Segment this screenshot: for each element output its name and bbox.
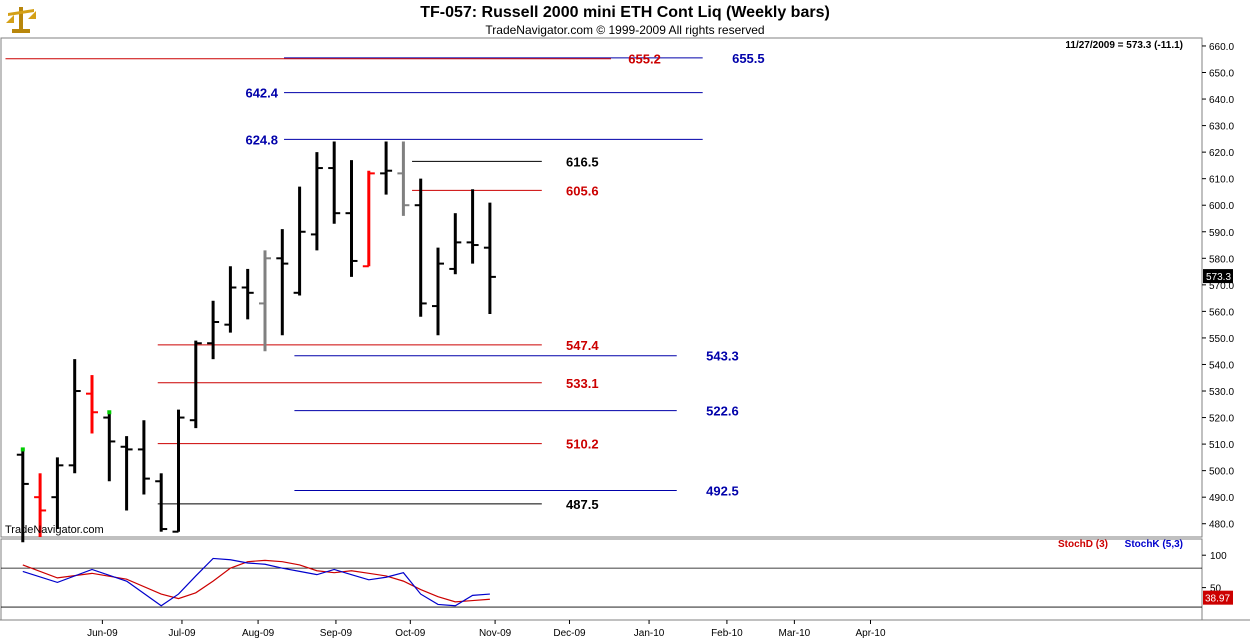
level-label: 492.5	[706, 484, 739, 499]
ohlc-bar	[328, 141, 341, 224]
level-label: 605.6	[566, 183, 599, 198]
ohlc-bar	[207, 300, 220, 360]
level-label: 510.2	[566, 437, 599, 452]
y-tick-label: 530.0	[1209, 387, 1234, 398]
ohlc-bar	[414, 178, 427, 317]
y-tick-label: 630.0	[1209, 122, 1234, 133]
y-tick-label: 490.0	[1209, 493, 1234, 504]
y-tick-label: 640.0	[1209, 95, 1234, 106]
chart-title: TF-057: Russell 2000 mini ETH Cont Liq (…	[420, 4, 830, 21]
ohlc-bar	[432, 247, 444, 336]
ohlc-bar	[380, 141, 393, 195]
y-tick-label: 510.0	[1209, 440, 1234, 451]
level-label: 543.3	[706, 349, 739, 364]
level-label: 487.5	[566, 497, 599, 512]
ohlc-bar	[68, 359, 81, 474]
ohlc-bar	[172, 409, 185, 533]
oscillator-panel-frame	[0, 538, 1203, 621]
y-tick-label: 560.0	[1209, 307, 1234, 318]
ohlc-bar	[189, 340, 202, 429]
y-tick-label: 600.0	[1209, 201, 1234, 212]
ohlc-bar	[483, 202, 496, 315]
ohlc-bar	[34, 473, 47, 537]
y-tick-label: 620.0	[1209, 148, 1234, 159]
date-readout: 11/27/2009 = 573.3 (-11.1)	[1065, 40, 1183, 51]
y-tick-label: 520.0	[1209, 414, 1234, 425]
scale-logo-icon	[6, 7, 36, 33]
x-tick-label: Jul-09	[168, 628, 196, 639]
oscillator-value-label: 38.97	[1205, 594, 1230, 605]
stoch-series-line	[22, 559, 490, 603]
x-tick-label: Jan-10	[634, 628, 665, 639]
y-tick-label: 590.0	[1209, 228, 1234, 239]
ohlc-bar	[51, 457, 64, 530]
x-tick-label: Nov-09	[479, 628, 512, 639]
stoch-series-line	[22, 557, 490, 607]
signal-marker	[107, 410, 112, 415]
last-price-box	[1203, 269, 1233, 284]
y-tick-label: 500.0	[1209, 467, 1234, 478]
chart-subtitle: TradeNavigator.com © 1999-2009 All right…	[485, 23, 765, 37]
y-tick-label: 540.0	[1209, 360, 1234, 371]
level-label: 522.6	[706, 404, 739, 419]
legend-stochd: StochD (3)	[1058, 539, 1108, 550]
y-tick-label: 650.0	[1209, 69, 1234, 80]
x-tick-label: Feb-10	[711, 628, 743, 639]
ohlc-bar	[137, 420, 150, 495]
ohlc-bar	[103, 412, 116, 482]
ohlc-bar	[310, 152, 323, 251]
ohlc-bar	[86, 375, 98, 434]
level-label: 533.1	[566, 376, 599, 391]
y-tick-label: 580.0	[1209, 254, 1234, 265]
signal-marker	[20, 447, 25, 452]
x-tick-label: Jun-09	[87, 628, 118, 639]
y-tick-label: 550.0	[1209, 334, 1234, 345]
x-tick-label: Aug-09	[242, 628, 275, 639]
y-tick-label: 480.0	[1209, 520, 1234, 531]
ohlc-bar	[276, 229, 289, 336]
watermark-text: TradeNavigator.com	[5, 524, 104, 536]
oscillator-tick-label: 50	[1210, 584, 1222, 595]
level-label: 616.5	[566, 154, 599, 169]
x-tick-label: Oct-09	[395, 628, 425, 639]
level-label: 547.4	[566, 338, 599, 353]
ohlc-bar	[16, 449, 29, 543]
ohlc-bar	[155, 473, 168, 532]
legend-stochk: StochK (5,3)	[1125, 539, 1183, 550]
ohlc-bar	[466, 189, 479, 264]
x-tick-label: Mar-10	[779, 628, 811, 639]
ohlc-bar	[449, 213, 462, 275]
ohlc-bar	[259, 250, 271, 352]
price-panel-frame	[0, 37, 1203, 538]
level-label: 655.5	[732, 51, 765, 66]
level-label: 642.4	[245, 86, 278, 101]
x-tick-label: Dec-09	[553, 628, 586, 639]
x-tick-label: Sep-09	[320, 628, 353, 639]
y-tick-label: 610.0	[1209, 175, 1234, 186]
ohlc-bar	[120, 436, 133, 511]
x-tick-label: Apr-10	[855, 628, 885, 639]
level-label: 655.2	[628, 52, 661, 67]
level-label: 624.8	[245, 132, 278, 147]
ohlc-bar	[362, 170, 375, 268]
y-tick-label: 660.0	[1209, 42, 1234, 53]
oscillator-value-box	[1203, 590, 1233, 605]
oscillator-tick-label: 100	[1210, 551, 1227, 562]
ohlc-bar	[241, 268, 254, 320]
y-tick-label: 570.0	[1209, 281, 1234, 292]
ohlc-bar	[293, 186, 306, 296]
ohlc-bar	[397, 141, 410, 216]
last-price-label: 573.3	[1206, 272, 1231, 283]
ohlc-bar	[345, 160, 358, 277]
ohlc-bar	[224, 266, 237, 333]
